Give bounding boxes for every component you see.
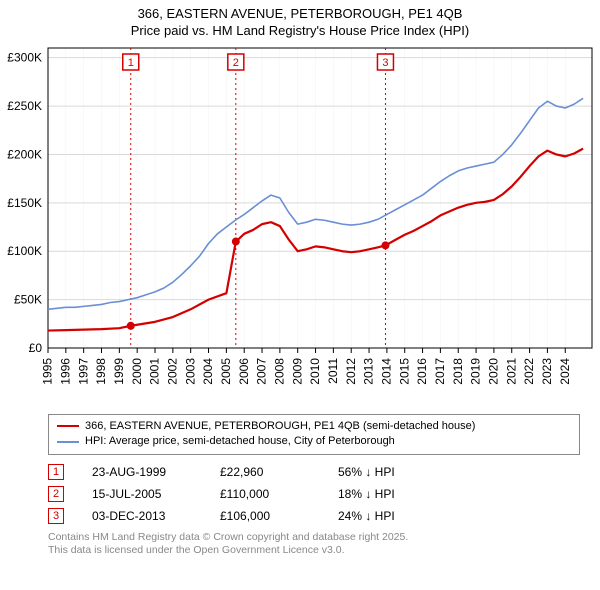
svg-text:£150K: £150K xyxy=(7,196,42,210)
svg-text:1998: 1998 xyxy=(94,357,108,384)
sale-date: 15-JUL-2005 xyxy=(92,487,192,501)
svg-text:2012: 2012 xyxy=(344,357,358,384)
svg-text:£100K: £100K xyxy=(7,244,42,258)
svg-text:2011: 2011 xyxy=(326,357,340,383)
legend-swatch xyxy=(57,441,79,443)
svg-text:2006: 2006 xyxy=(237,357,251,384)
svg-text:2010: 2010 xyxy=(308,357,322,384)
sale-price: £110,000 xyxy=(220,487,310,501)
sale-date: 23-AUG-1999 xyxy=(92,465,192,479)
svg-text:£50K: £50K xyxy=(14,292,42,306)
svg-text:2009: 2009 xyxy=(290,357,304,384)
svg-text:1997: 1997 xyxy=(76,357,90,384)
svg-text:1996: 1996 xyxy=(58,357,72,384)
attribution: Contains HM Land Registry data © Crown c… xyxy=(48,531,580,558)
svg-text:2018: 2018 xyxy=(451,357,465,384)
sale-marker-box: 2 xyxy=(48,486,64,502)
legend-item: HPI: Average price, semi-detached house,… xyxy=(57,434,571,449)
svg-text:2017: 2017 xyxy=(433,357,447,384)
title-line-2: Price paid vs. HM Land Registry's House … xyxy=(0,23,600,40)
legend-item: 366, EASTERN AVENUE, PETERBOROUGH, PE1 4… xyxy=(57,419,571,434)
svg-text:1: 1 xyxy=(128,57,134,69)
svg-text:£250K: £250K xyxy=(7,99,42,113)
svg-text:2014: 2014 xyxy=(379,357,393,384)
svg-text:2003: 2003 xyxy=(183,357,197,384)
svg-text:2007: 2007 xyxy=(255,357,269,384)
svg-text:2005: 2005 xyxy=(219,357,233,384)
sales-row: 3 03-DEC-2013 £106,000 24% ↓ HPI xyxy=(48,505,580,527)
sales-table: 1 23-AUG-1999 £22,960 56% ↓ HPI 2 15-JUL-2005… xyxy=(48,461,580,527)
legend: 366, EASTERN AVENUE, PETERBOROUGH, PE1 4… xyxy=(48,414,580,455)
svg-text:2013: 2013 xyxy=(362,357,376,384)
sales-row: 1 23-AUG-1999 £22,960 56% ↓ HPI xyxy=(48,461,580,483)
svg-text:2008: 2008 xyxy=(272,357,286,384)
svg-text:2023: 2023 xyxy=(540,357,554,384)
svg-text:2024: 2024 xyxy=(558,357,572,384)
svg-text:2000: 2000 xyxy=(130,357,144,384)
svg-text:1999: 1999 xyxy=(112,357,126,384)
svg-text:2020: 2020 xyxy=(487,357,501,384)
chart-svg: £0 £50K £100K £150K £200K £250K £300K 19951996 1… xyxy=(0,40,600,408)
sale-date: 03-DEC-2013 xyxy=(92,509,192,523)
legend-label: 366, EASTERN AVENUE, PETERBOROUGH, PE1 4… xyxy=(85,419,475,434)
svg-text:2: 2 xyxy=(233,57,239,69)
sale-delta: 24% ↓ HPI xyxy=(338,509,395,523)
chart-title: 366, EASTERN AVENUE, PETERBOROUGH, PE1 4… xyxy=(0,0,600,40)
attribution-line-2: This data is licensed under the Open Gov… xyxy=(48,544,580,558)
svg-text:2019: 2019 xyxy=(469,357,483,384)
sales-row: 2 15-JUL-2005 £110,000 18% ↓ HPI xyxy=(48,483,580,505)
svg-text:3: 3 xyxy=(382,57,388,69)
svg-text:2001: 2001 xyxy=(148,357,162,384)
svg-text:£200K: £200K xyxy=(7,147,42,161)
svg-text:2021: 2021 xyxy=(504,357,518,384)
sale-price: £22,960 xyxy=(220,465,310,479)
svg-text:2002: 2002 xyxy=(165,357,179,384)
sale-marker-box: 3 xyxy=(48,508,64,524)
attribution-line-1: Contains HM Land Registry data © Crown c… xyxy=(48,531,580,545)
title-line-1: 366, EASTERN AVENUE, PETERBOROUGH, PE1 4… xyxy=(0,6,600,23)
chart-plot: £0 £50K £100K £150K £200K £250K £300K 19951996 1… xyxy=(0,40,600,408)
chart-container: { "title_line1": "366, EASTERN AVENUE, P… xyxy=(0,0,600,558)
svg-text:2022: 2022 xyxy=(522,357,536,384)
sale-price: £106,000 xyxy=(220,509,310,523)
sale-delta: 18% ↓ HPI xyxy=(338,487,395,501)
sale-marker-box: 1 xyxy=(48,464,64,480)
sale-delta: 56% ↓ HPI xyxy=(338,465,395,479)
legend-swatch xyxy=(57,425,79,427)
svg-text:1995: 1995 xyxy=(41,357,55,384)
svg-text:£0: £0 xyxy=(29,341,43,355)
legend-label: HPI: Average price, semi-detached house,… xyxy=(85,434,395,449)
svg-text:2016: 2016 xyxy=(415,357,429,384)
svg-text:2015: 2015 xyxy=(397,357,411,384)
svg-text:2004: 2004 xyxy=(201,357,215,384)
svg-text:£300K: £300K xyxy=(7,50,42,64)
